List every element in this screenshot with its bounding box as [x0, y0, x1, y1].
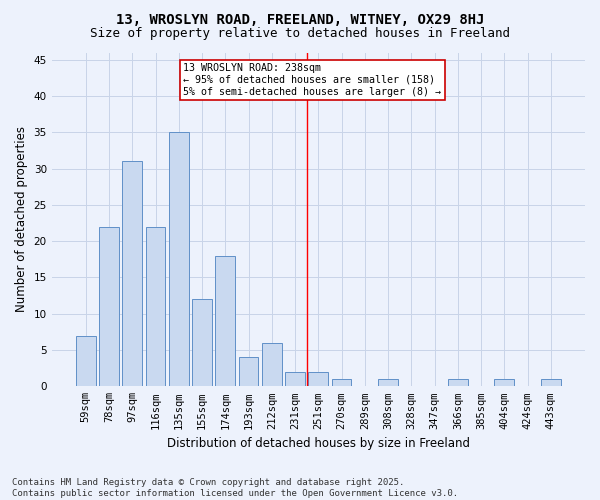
Text: 13, WROSLYN ROAD, FREELAND, WITNEY, OX29 8HJ: 13, WROSLYN ROAD, FREELAND, WITNEY, OX29… [116, 12, 484, 26]
Bar [76, 336, 95, 386]
Bar [448, 379, 468, 386]
X-axis label: Distribution of detached houses by size in Freeland: Distribution of detached houses by size … [167, 437, 470, 450]
Y-axis label: Number of detached properties: Number of detached properties [15, 126, 28, 312]
Text: 13 WROSLYN ROAD: 238sqm
← 95% of detached houses are smaller (158)
5% of semi-de: 13 WROSLYN ROAD: 238sqm ← 95% of detache… [184, 64, 442, 96]
Bar [239, 358, 259, 386]
Bar [285, 372, 305, 386]
Bar [122, 162, 142, 386]
Text: Contains HM Land Registry data © Crown copyright and database right 2025.
Contai: Contains HM Land Registry data © Crown c… [12, 478, 458, 498]
Bar [308, 372, 328, 386]
Bar [215, 256, 235, 386]
Bar [262, 343, 282, 386]
Bar [192, 299, 212, 386]
Bar [99, 226, 119, 386]
Bar [378, 379, 398, 386]
Bar [169, 132, 188, 386]
Bar [494, 379, 514, 386]
Bar [146, 226, 166, 386]
Bar [332, 379, 352, 386]
Bar [541, 379, 561, 386]
Text: Size of property relative to detached houses in Freeland: Size of property relative to detached ho… [90, 28, 510, 40]
